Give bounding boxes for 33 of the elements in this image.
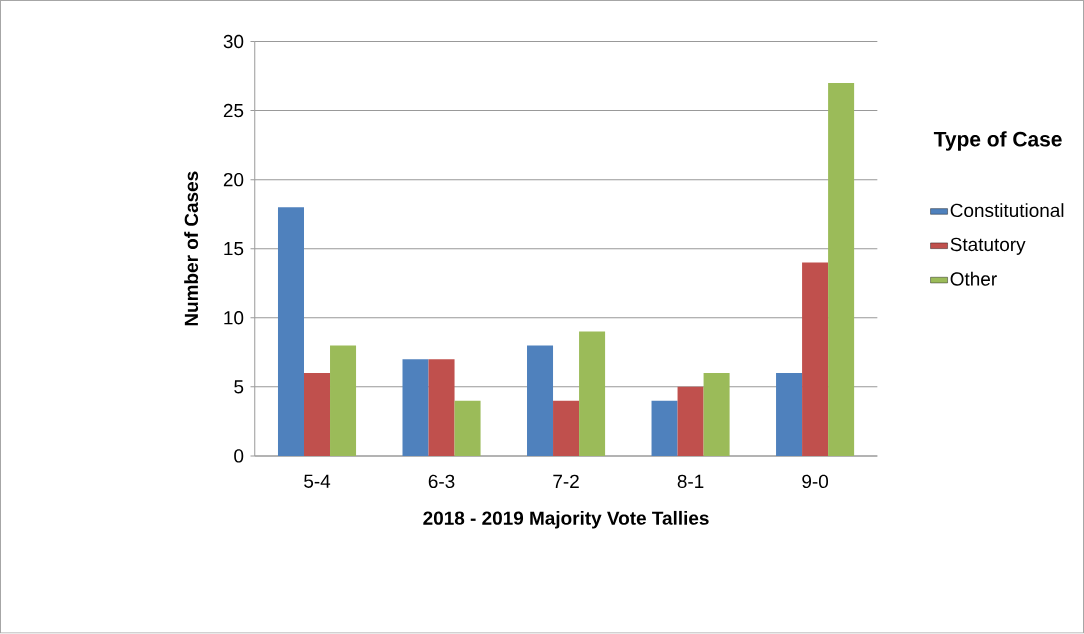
legend-label: Constitutional: [950, 203, 1064, 218]
legend-label: Statutory: [950, 237, 1026, 256]
bar: [651, 400, 678, 457]
legend-title: Type of Case: [933, 131, 1062, 151]
x-tick-label: 8-1: [677, 474, 704, 489]
y-tick-label: 10: [224, 311, 244, 325]
bar: [828, 83, 855, 457]
y-tick-label: 0: [234, 449, 244, 463]
bar: [330, 345, 357, 457]
bar: [527, 345, 554, 457]
y-tick-label: 30: [223, 35, 244, 49]
bar: [277, 207, 305, 457]
legend-label: Other: [950, 272, 997, 286]
bar: [776, 373, 803, 457]
bar: [402, 359, 429, 457]
bar: [454, 400, 481, 457]
bar: [703, 373, 730, 457]
bar: [304, 373, 331, 457]
x-tick-label: 6-3: [428, 474, 455, 489]
y-axis-title: Number of Cases: [184, 171, 199, 326]
bar: [677, 387, 704, 457]
bar: [428, 359, 455, 457]
bar: [579, 331, 606, 457]
x-tick-label: 9-0: [802, 474, 829, 489]
x-tick-label: 7-2: [553, 474, 579, 489]
y-tick-label: 20: [223, 173, 244, 187]
y-tick-label: 5: [234, 380, 244, 394]
x-axis-title: 2018 - 2019 Majority Vote Tallies: [423, 511, 709, 529]
bar: [553, 400, 580, 457]
x-tick-label: 5-4: [304, 474, 331, 489]
y-tick-label: 25: [223, 104, 244, 118]
y-tick-label: 15: [224, 242, 244, 256]
bar: [802, 262, 829, 457]
